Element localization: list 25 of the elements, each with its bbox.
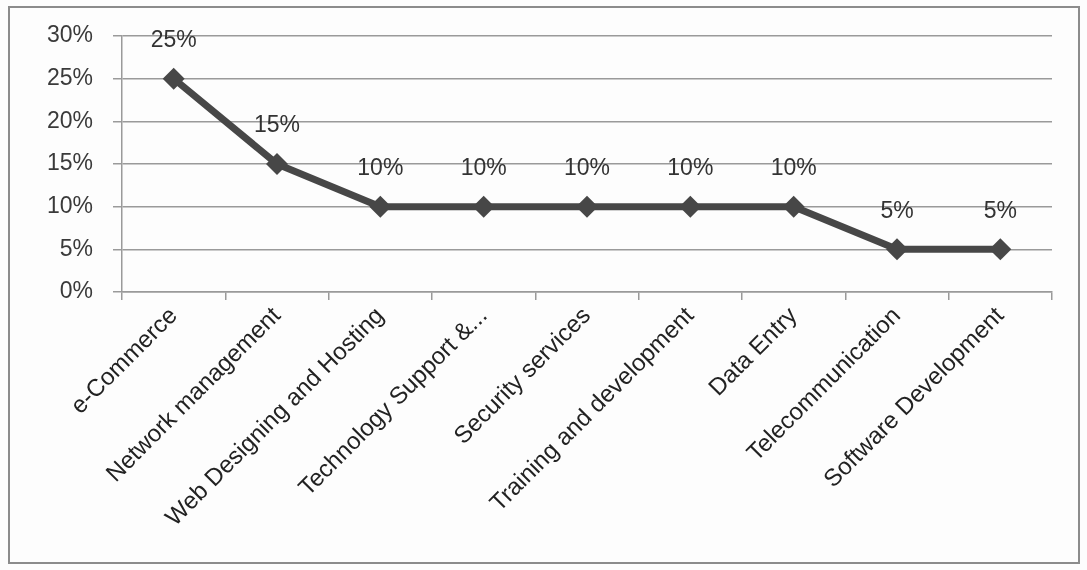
y-tick-label: 15%: [46, 149, 93, 176]
data-label: 5%: [880, 196, 914, 223]
y-tick-label: 0%: [59, 277, 93, 304]
y-tick-label: 5%: [59, 234, 93, 261]
data-label: 5%: [983, 196, 1017, 223]
y-tick-label: 20%: [46, 106, 93, 133]
point: [576, 195, 598, 218]
data-label: 10%: [770, 154, 817, 181]
point: [472, 195, 495, 218]
y-tick-label: 30%: [46, 21, 93, 48]
point: [782, 195, 805, 218]
point: [162, 67, 185, 90]
point: [369, 195, 392, 218]
data-label: 15%: [253, 111, 301, 138]
y-tick-label: 25%: [46, 64, 93, 91]
point: [886, 238, 908, 261]
data-label: 25%: [150, 26, 197, 53]
y-tick-label: 10%: [46, 192, 93, 219]
data-label: 10%: [357, 154, 404, 181]
data-label: 10%: [667, 154, 714, 181]
point: [989, 238, 1012, 261]
point: [679, 195, 702, 218]
data-label: 10%: [460, 154, 507, 181]
data-label: 10%: [563, 154, 611, 181]
point: [266, 153, 288, 175]
